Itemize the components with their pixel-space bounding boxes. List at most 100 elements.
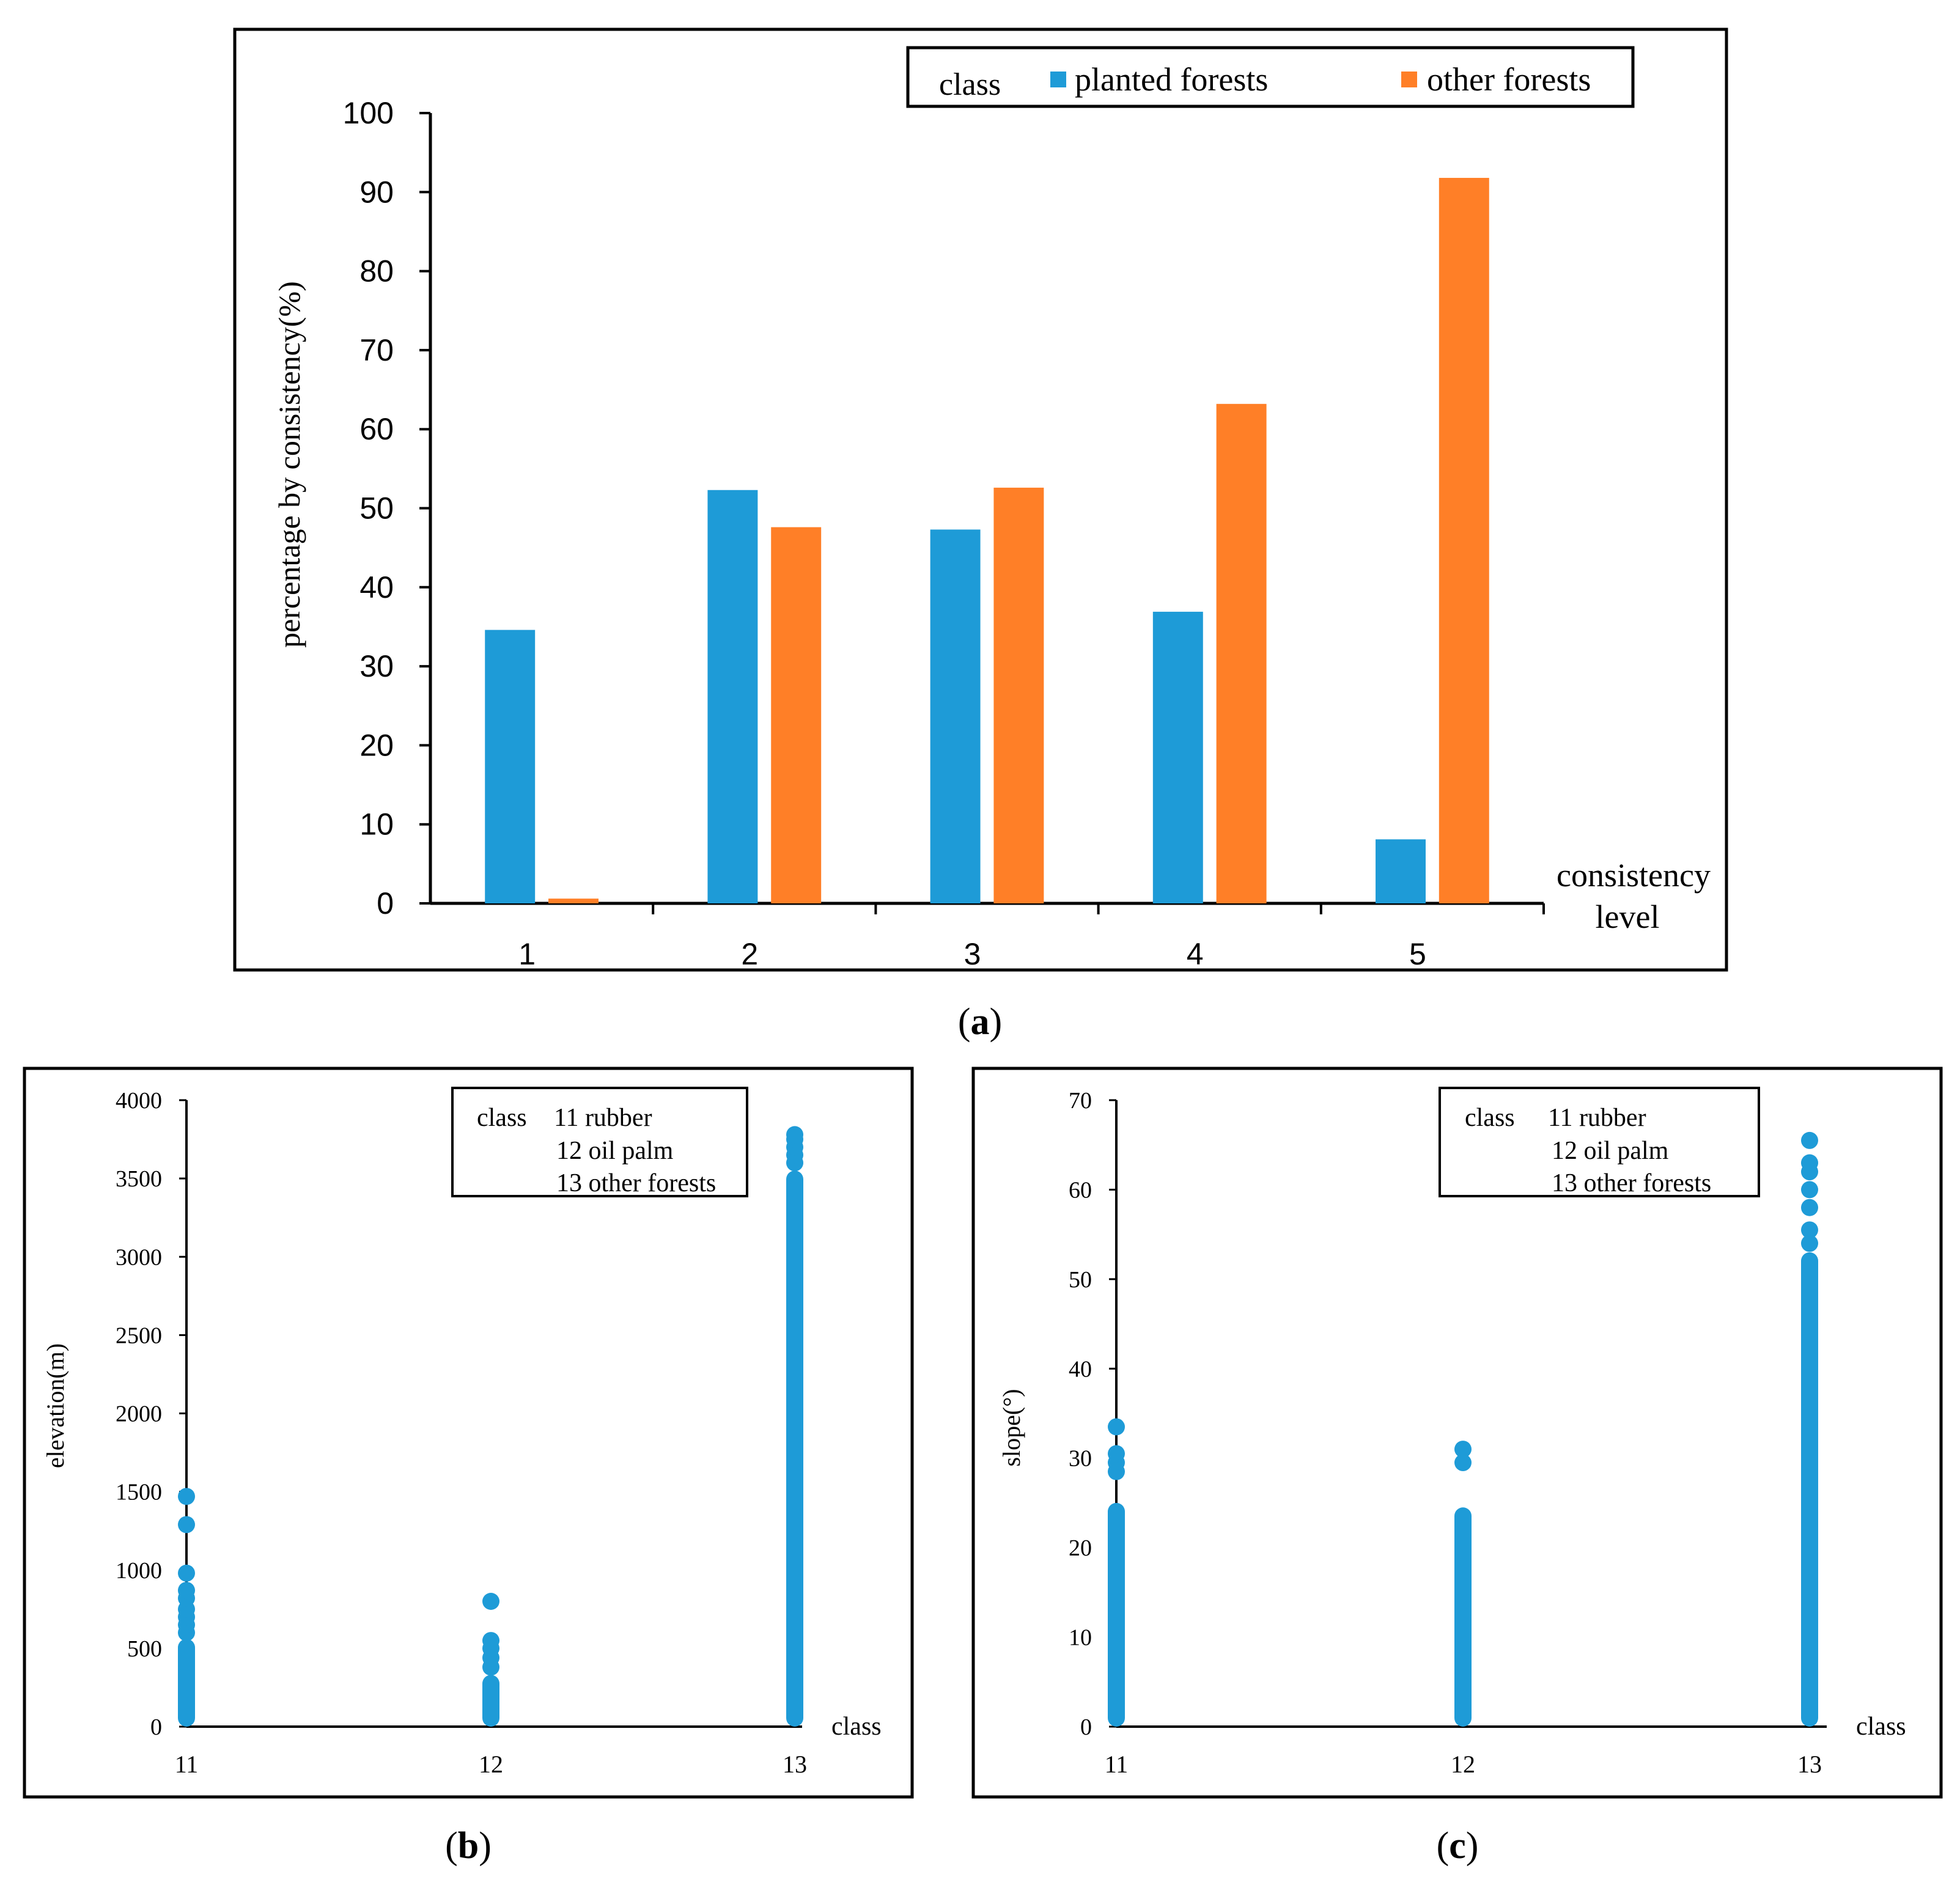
a-ytick-label: 40 (359, 570, 394, 604)
b-legend: class 11 rubber 12 oil palm 13 other for… (451, 1087, 748, 1197)
c-point-13 (1801, 1199, 1818, 1216)
a-legend-swatch-planted (1050, 72, 1066, 87)
c-points-dense-13 (1801, 1252, 1818, 1727)
b-legend-title: class (477, 1104, 527, 1132)
a-bar-other-3 (993, 487, 1044, 903)
c-legend-title: class (1465, 1104, 1515, 1132)
a-ytick-label: 20 (359, 728, 394, 762)
a-ylabel: percentage by consistency(%) (272, 281, 306, 648)
c-ytick-label: 70 (1069, 1088, 1092, 1114)
panel-label-c: (c) (1437, 1825, 1479, 1867)
c-point-12 (1454, 1454, 1472, 1472)
b-point-13 (786, 1126, 803, 1144)
a-bars (485, 178, 1489, 903)
c-legend-entry-1: 11 rubber (1548, 1104, 1646, 1132)
c-point-13 (1801, 1221, 1818, 1239)
c-x-tick-labels: 11 12 13 (1105, 1750, 1822, 1778)
a-bar-planted-2 (707, 490, 758, 903)
b-ytick-label: 0 (150, 1714, 162, 1740)
a-xtick-label: 3 (964, 937, 981, 971)
a-ytick-label: 80 (359, 254, 394, 288)
b-points-dense-11 (178, 1639, 195, 1727)
a-bar-planted-5 (1376, 839, 1426, 903)
b-xtick-label: 12 (479, 1750, 503, 1778)
c-ytick-label: 40 (1069, 1356, 1092, 1382)
c-points-dense-12 (1454, 1507, 1472, 1727)
panel-a: 0 10 20 30 40 50 60 70 80 90 100 1 2 3 4 5 percentage … (233, 28, 1728, 1043)
c-legend: class 11 rubber 12 oil palm 13 other for… (1439, 1087, 1760, 1197)
b-ytick-label: 4000 (116, 1088, 162, 1114)
a-ytick-label: 100 (343, 96, 394, 130)
c-point-13 (1801, 1235, 1818, 1252)
a-bar-other-2 (771, 527, 822, 903)
a-xtick-label: 2 (741, 937, 758, 971)
panel-c-frame (971, 1067, 1943, 1799)
c-points (1108, 1131, 1818, 1727)
b-point-11 (178, 1564, 195, 1582)
c-y-ticks: 0 10 20 30 40 50 60 70 (1069, 1088, 1116, 1740)
b-legend-entry-2: 12 oil palm (556, 1137, 674, 1165)
c-point-11 (1108, 1418, 1125, 1436)
b-xtick-label: 13 (783, 1750, 807, 1778)
b-xtick-label: 11 (175, 1750, 199, 1778)
a-ytick-label: 10 (359, 807, 394, 842)
panel-a-frame (233, 28, 1728, 972)
a-ytick-label: 50 (359, 491, 394, 526)
b-point-12 (482, 1632, 499, 1650)
a-bar-other-5 (1439, 178, 1489, 903)
panel-label-b: (b) (445, 1825, 492, 1867)
a-ytick-label: 30 (359, 649, 394, 683)
b-ytick-label: 3500 (116, 1166, 162, 1192)
a-legend-label-other: other forests (1427, 61, 1591, 98)
a-ytick-label: 70 (359, 333, 394, 367)
a-y-ticks: 0 10 20 30 40 50 60 70 80 90 100 (343, 96, 430, 920)
c-ytick-label: 20 (1069, 1535, 1092, 1561)
b-legend-entry-1: 11 rubber (554, 1104, 652, 1132)
a-xtick-label: 4 (1187, 937, 1204, 971)
b-legend-box (451, 1087, 748, 1197)
c-legend-entry-2: 12 oil palm (1552, 1137, 1669, 1165)
c-point-11 (1108, 1445, 1125, 1463)
c-legend-entry-3: 13 other forests (1552, 1169, 1711, 1197)
b-point-11 (178, 1516, 195, 1534)
c-xtick-label: 13 (1797, 1750, 1822, 1778)
b-y-ticks: 0 500 1000 1500 2000 2500 3000 3500 4000 (116, 1088, 186, 1740)
c-ytick-label: 50 (1069, 1267, 1092, 1293)
panel-b-frame (23, 1067, 914, 1799)
b-ytick-label: 500 (127, 1636, 162, 1662)
b-xlabel: class (831, 1713, 882, 1741)
b-points-dense-12 (482, 1675, 499, 1727)
a-xlabel-line2: level (1596, 898, 1660, 935)
a-bar-other-4 (1216, 403, 1267, 903)
b-point-12 (482, 1593, 499, 1610)
panel-c: 0 10 20 30 40 50 60 70 11 12 13 slope(°) class cl… (971, 1067, 1943, 1867)
a-legend: class planted forests other forests (906, 46, 1635, 108)
panel-label-b-letter: b (458, 1825, 479, 1867)
a-x-tick-labels: 1 2 3 4 5 (518, 937, 1426, 971)
c-point-13 (1801, 1181, 1818, 1199)
a-legend-swatch-other (1401, 72, 1417, 87)
panel-label-c-letter: c (1449, 1825, 1466, 1867)
c-ytick-label: 10 (1069, 1625, 1092, 1651)
a-legend-label-planted: planted forests (1075, 61, 1268, 98)
b-x-tick-labels: 11 12 13 (175, 1750, 807, 1778)
a-bar-other-1 (548, 898, 599, 903)
c-ylabel: slope(°) (998, 1389, 1025, 1466)
c-point-12 (1454, 1441, 1472, 1458)
a-ytick-label: 90 (359, 175, 394, 209)
b-point-11 (178, 1582, 195, 1600)
a-xtick-label: 1 (518, 937, 536, 971)
c-xtick-label: 11 (1105, 1750, 1129, 1778)
a-ytick-label: 0 (377, 886, 394, 920)
c-point-13 (1801, 1131, 1818, 1149)
a-bar-planted-4 (1152, 611, 1203, 903)
b-ylabel: elevation(m) (42, 1343, 69, 1468)
c-xlabel: class (1856, 1713, 1906, 1741)
b-point-11 (178, 1488, 195, 1505)
a-xtick-label: 5 (1409, 937, 1426, 971)
c-ytick-label: 30 (1069, 1446, 1092, 1472)
b-ytick-label: 1000 (116, 1558, 162, 1584)
a-legend-box (906, 46, 1635, 108)
a-ytick-label: 60 (359, 412, 394, 446)
